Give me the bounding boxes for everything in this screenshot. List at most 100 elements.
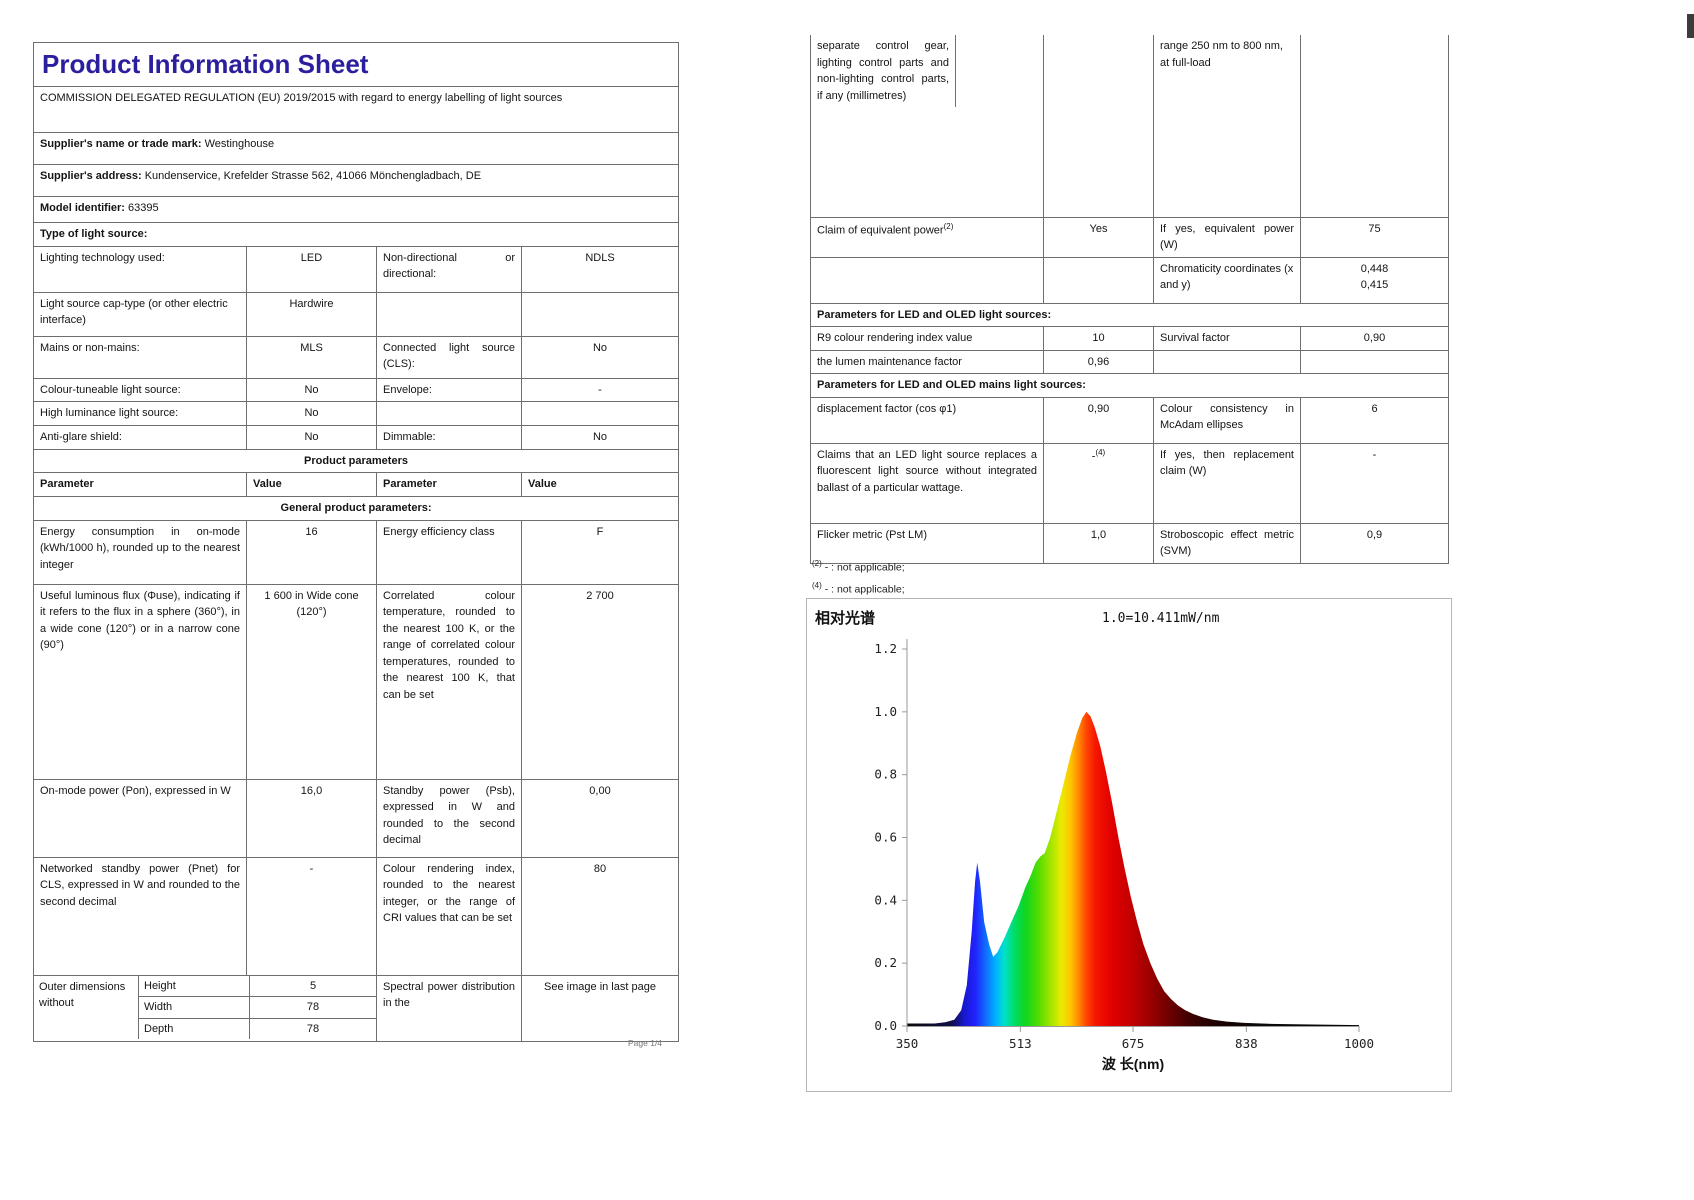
param-label: On-mode power (Pon), expressed in W (33, 778, 247, 858)
param-label: Energy efficiency class (376, 519, 522, 585)
chromaticity-x: 0,448 (1360, 262, 1389, 275)
supplier-address-value: Kundenservice, Krefelder Strasse 562, 41… (144, 170, 482, 183)
svg-text:0.8: 0.8 (874, 767, 897, 782)
svg-text:0.4: 0.4 (874, 892, 897, 907)
param-value: F (520, 519, 680, 585)
supplier-name-label: Supplier's name or trade mark: (40, 138, 202, 151)
dimension-row: Width 78 (139, 997, 376, 1019)
param-label: Claim of equivalent power(2) (810, 216, 1044, 258)
param-label: Flicker metric (Pst LM) (810, 522, 1044, 564)
chart-scale-annotation: 1.0=10.411mW/nm (1102, 611, 1220, 626)
svg-text:0.2: 0.2 (874, 955, 897, 970)
param-label: Light source cap-type (or other electric… (33, 291, 247, 337)
led-oled-section-header: Parameters for LED and OLED light source… (810, 302, 1449, 327)
dimension-row: Height 5 (139, 976, 376, 998)
supplier-address-row: Supplier's address: Kundenservice, Krefe… (32, 164, 680, 198)
param-label: Standby power (Psb), expressed in W and … (376, 778, 522, 858)
column-header-value: Value (520, 472, 680, 498)
param-value: Hardwire (246, 291, 377, 337)
param-label: Useful luminous flux (Φuse), indicating … (33, 583, 247, 780)
empty-cell (1043, 35, 1154, 218)
dimension-value: 5 (309, 979, 317, 992)
footnote-marker: (4) (812, 581, 822, 591)
empty-cell (1043, 256, 1154, 304)
param-label: Correlated colour temperature, rounded t… (376, 583, 522, 780)
param-label: Dimmable: (376, 424, 522, 450)
product-parameters-table-right: separate control gear, lighting control … (810, 35, 1449, 564)
param-label: range 250 nm to 800 nm, at full-load (1153, 35, 1301, 218)
outer-dimensions-cell: Outer dimensions without Height 5 Width … (33, 974, 377, 1042)
param-value: See image in last page (520, 974, 680, 1042)
spd-plot: 0.0 0.2 0.4 0.6 0.8 1.0 1.2 350 513 675 838 1000 (874, 639, 1374, 1049)
dimension-value: 78 (306, 1001, 320, 1014)
param-label: Colour rendering index, rounded to the n… (376, 856, 522, 976)
param-value: 0,00 (520, 778, 680, 858)
svg-text:513: 513 (1009, 1036, 1032, 1049)
param-value: -(4) (1043, 442, 1154, 524)
param-label: the lumen maintenance factor (810, 349, 1044, 374)
page-title: Product Information Sheet (32, 41, 680, 88)
outer-dimensions-label: Outer dimensions without (39, 980, 126, 1010)
param-value: 16 (246, 519, 377, 585)
model-identifier-value: 63395 (128, 202, 159, 215)
empty-cell (810, 256, 1044, 304)
param-value: No (246, 401, 377, 426)
param-value: No (520, 335, 680, 379)
param-label: Connected light source (CLS): (376, 335, 522, 379)
param-value: 0,448 0,415 (1300, 256, 1449, 304)
param-value: 0,96 (1043, 349, 1154, 374)
param-label: separate control gear, lighting control … (812, 35, 956, 107)
svg-text:1.0: 1.0 (874, 704, 897, 719)
param-value: LED (246, 245, 377, 293)
general-product-parameters-header: General product parameters: (32, 496, 680, 521)
param-label: displacement factor (cos φ1) (810, 396, 1044, 444)
param-value: Yes (1043, 216, 1154, 258)
param-label: Colour consistency in McAdam ellipses (1153, 396, 1301, 444)
svg-text:0.0: 0.0 (874, 1018, 897, 1033)
param-value: 16,0 (246, 778, 377, 858)
param-label (376, 401, 522, 426)
param-label: If yes, then replacement claim (W) (1153, 442, 1301, 524)
empty-cell (1153, 349, 1301, 374)
dimension-row: Depth 78 (139, 1018, 376, 1040)
supplier-address-label: Supplier's address: (40, 170, 142, 183)
param-label: High luminance light source: (33, 401, 247, 426)
empty-cell (956, 35, 1043, 107)
param-label: Stroboscopic effect metric (SVM) (1153, 522, 1301, 564)
dimension-name: Height (139, 976, 250, 997)
param-value: No (246, 377, 377, 403)
param-value: NDLS (520, 245, 680, 293)
param-value: - (520, 377, 680, 403)
column-header-parameter: Parameter (33, 472, 247, 498)
page-number-footer: Page 1/4 (628, 1038, 663, 1048)
svg-text:350: 350 (896, 1036, 919, 1049)
chart-x-axis-label: 波 长(nm) (1101, 1056, 1165, 1072)
model-identifier-label: Model identifier: (40, 202, 125, 215)
svg-text:1000: 1000 (1344, 1036, 1374, 1049)
footnotes: (2) - : not applicable; (4) - : not appl… (812, 556, 905, 601)
footnote-text: - : not applicable; (824, 561, 905, 574)
param-value: - (246, 856, 377, 976)
param-value: 6 (1300, 396, 1449, 444)
spectral-power-distribution-chart: 0.0 0.2 0.4 0.6 0.8 1.0 1.2 350 513 675 838 1000 相对… (806, 598, 1452, 1092)
chromaticity-y: 0,415 (1360, 279, 1389, 291)
product-parameters-table-left: Product Information Sheet COMMISSION DEL… (32, 41, 680, 1042)
param-value (520, 291, 680, 337)
param-value (520, 401, 680, 426)
regulation-text: COMMISSION DELEGATED REGULATION (EU) 201… (32, 86, 680, 134)
product-sheet-page-2: separate control gear, lighting control … (810, 35, 1449, 564)
type-of-light-source-header: Type of light source: (32, 222, 680, 247)
svg-text:675: 675 (1122, 1036, 1145, 1049)
svg-text:0.6: 0.6 (874, 830, 897, 845)
chart-title: 相对光谱 (815, 610, 876, 627)
param-label: Energy consumption in on-mode (kWh/1000 … (33, 519, 247, 585)
param-value: 0,90 (1043, 396, 1154, 444)
param-label: Survival factor (1153, 326, 1301, 351)
param-value: 1 600 in Wide cone (120°) (246, 583, 377, 780)
footnote-marker: (2) (943, 221, 954, 231)
param-label: Lighting technology used: (33, 245, 247, 293)
replacement-claim-value: - (1091, 450, 1096, 463)
param-label: Claims that an LED light source replaces… (810, 442, 1044, 524)
supplier-name-row: Supplier's name or trade mark: Westingho… (32, 132, 680, 166)
